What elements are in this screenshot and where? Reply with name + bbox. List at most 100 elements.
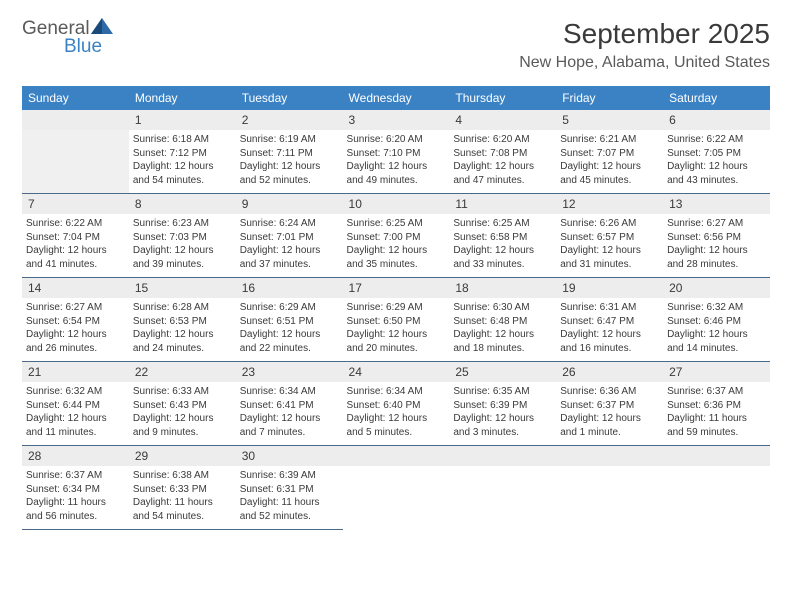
day-number: 6 (663, 110, 770, 130)
day-cell (663, 466, 770, 530)
sunrise-text: Sunrise: 6:21 AM (560, 133, 659, 147)
day-header-monday: Monday (129, 86, 236, 110)
day-content-row: Sunrise: 6:27 AMSunset: 6:54 PMDaylight:… (22, 298, 770, 362)
daylight-text-1: Daylight: 12 hours (26, 412, 125, 426)
daylight-text-2: and 24 minutes. (133, 342, 232, 356)
logo-text-blue: Blue (64, 36, 113, 58)
daylight-text-1: Daylight: 12 hours (560, 244, 659, 258)
logo-sail-icon (91, 18, 113, 34)
day-number: 10 (343, 194, 450, 215)
daylight-text-2: and 49 minutes. (347, 174, 446, 188)
sunset-text: Sunset: 6:51 PM (240, 315, 339, 329)
sunset-text: Sunset: 6:37 PM (560, 399, 659, 413)
day-number: 4 (449, 110, 556, 130)
day-number: 14 (22, 278, 129, 299)
day-header-friday: Friday (556, 86, 663, 110)
daylight-text-2: and 37 minutes. (240, 258, 339, 272)
day-number: 22 (129, 362, 236, 383)
sunrise-text: Sunrise: 6:38 AM (133, 469, 232, 483)
day-cell: Sunrise: 6:26 AMSunset: 6:57 PMDaylight:… (556, 214, 663, 278)
daylight-text-1: Daylight: 12 hours (453, 328, 552, 342)
daylight-text-2: and 26 minutes. (26, 342, 125, 356)
sunset-text: Sunset: 6:43 PM (133, 399, 232, 413)
daylight-text-1: Daylight: 11 hours (26, 496, 125, 510)
day-cell: Sunrise: 6:27 AMSunset: 6:54 PMDaylight:… (22, 298, 129, 362)
daylight-text-1: Daylight: 12 hours (347, 244, 446, 258)
sunrise-text: Sunrise: 6:29 AM (240, 301, 339, 315)
daylight-text-1: Daylight: 12 hours (560, 160, 659, 174)
sunrise-text: Sunrise: 6:20 AM (453, 133, 552, 147)
daylight-text-2: and 47 minutes. (453, 174, 552, 188)
daylight-text-2: and 54 minutes. (133, 174, 232, 188)
day-cell: Sunrise: 6:24 AMSunset: 7:01 PMDaylight:… (236, 214, 343, 278)
sunrise-text: Sunrise: 6:37 AM (667, 385, 766, 399)
day-header-thursday: Thursday (449, 86, 556, 110)
day-cell: Sunrise: 6:33 AMSunset: 6:43 PMDaylight:… (129, 382, 236, 446)
day-number-row: 123456 (22, 110, 770, 130)
day-number: 15 (129, 278, 236, 299)
day-number: 19 (556, 278, 663, 299)
daylight-text-1: Daylight: 11 hours (667, 412, 766, 426)
day-cell: Sunrise: 6:22 AMSunset: 7:05 PMDaylight:… (663, 130, 770, 194)
sunrise-text: Sunrise: 6:25 AM (453, 217, 552, 231)
sunrise-text: Sunrise: 6:22 AM (26, 217, 125, 231)
day-cell: Sunrise: 6:20 AMSunset: 7:08 PMDaylight:… (449, 130, 556, 194)
sunrise-text: Sunrise: 6:34 AM (240, 385, 339, 399)
sunset-text: Sunset: 6:31 PM (240, 483, 339, 497)
day-cell: Sunrise: 6:34 AMSunset: 6:40 PMDaylight:… (343, 382, 450, 446)
sunrise-text: Sunrise: 6:32 AM (26, 385, 125, 399)
day-header-tuesday: Tuesday (236, 86, 343, 110)
daylight-text-1: Daylight: 12 hours (560, 328, 659, 342)
day-number: 25 (449, 362, 556, 383)
sunrise-text: Sunrise: 6:18 AM (133, 133, 232, 147)
day-content-row: Sunrise: 6:37 AMSunset: 6:34 PMDaylight:… (22, 466, 770, 530)
day-cell (556, 466, 663, 530)
daylight-text-1: Daylight: 12 hours (453, 244, 552, 258)
day-number-row: 21222324252627 (22, 362, 770, 383)
day-number (343, 446, 450, 467)
day-number: 16 (236, 278, 343, 299)
daylight-text-1: Daylight: 12 hours (133, 244, 232, 258)
day-cell: Sunrise: 6:30 AMSunset: 6:48 PMDaylight:… (449, 298, 556, 362)
day-cell: Sunrise: 6:18 AMSunset: 7:12 PMDaylight:… (129, 130, 236, 194)
sunrise-text: Sunrise: 6:29 AM (347, 301, 446, 315)
day-number: 20 (663, 278, 770, 299)
day-cell: Sunrise: 6:27 AMSunset: 6:56 PMDaylight:… (663, 214, 770, 278)
day-number: 27 (663, 362, 770, 383)
calendar-table: SundayMondayTuesdayWednesdayThursdayFrid… (22, 86, 770, 530)
sunset-text: Sunset: 7:07 PM (560, 147, 659, 161)
location-text: New Hope, Alabama, United States (519, 54, 770, 72)
day-header-sunday: Sunday (22, 86, 129, 110)
sunset-text: Sunset: 7:01 PM (240, 231, 339, 245)
day-number: 5 (556, 110, 663, 130)
day-cell: Sunrise: 6:29 AMSunset: 6:51 PMDaylight:… (236, 298, 343, 362)
day-number: 28 (22, 446, 129, 467)
day-number: 13 (663, 194, 770, 215)
sunrise-text: Sunrise: 6:27 AM (26, 301, 125, 315)
sunset-text: Sunset: 7:10 PM (347, 147, 446, 161)
day-number: 18 (449, 278, 556, 299)
day-number: 26 (556, 362, 663, 383)
day-cell: Sunrise: 6:31 AMSunset: 6:47 PMDaylight:… (556, 298, 663, 362)
sunset-text: Sunset: 6:44 PM (26, 399, 125, 413)
sunset-text: Sunset: 6:50 PM (347, 315, 446, 329)
day-number: 23 (236, 362, 343, 383)
daylight-text-1: Daylight: 12 hours (240, 160, 339, 174)
sunrise-text: Sunrise: 6:39 AM (240, 469, 339, 483)
day-number-row: 78910111213 (22, 194, 770, 215)
daylight-text-2: and 18 minutes. (453, 342, 552, 356)
sunset-text: Sunset: 7:11 PM (240, 147, 339, 161)
daylight-text-2: and 41 minutes. (26, 258, 125, 272)
day-number: 11 (449, 194, 556, 215)
day-cell: Sunrise: 6:22 AMSunset: 7:04 PMDaylight:… (22, 214, 129, 278)
day-number (556, 446, 663, 467)
sunrise-text: Sunrise: 6:34 AM (347, 385, 446, 399)
sunrise-text: Sunrise: 6:28 AM (133, 301, 232, 315)
daylight-text-2: and 45 minutes. (560, 174, 659, 188)
daylight-text-2: and 35 minutes. (347, 258, 446, 272)
daylight-text-1: Daylight: 12 hours (26, 244, 125, 258)
day-cell: Sunrise: 6:36 AMSunset: 6:37 PMDaylight:… (556, 382, 663, 446)
daylight-text-2: and 22 minutes. (240, 342, 339, 356)
daylight-text-2: and 31 minutes. (560, 258, 659, 272)
header: General Blue September 2025 New Hope, Al… (22, 18, 770, 72)
